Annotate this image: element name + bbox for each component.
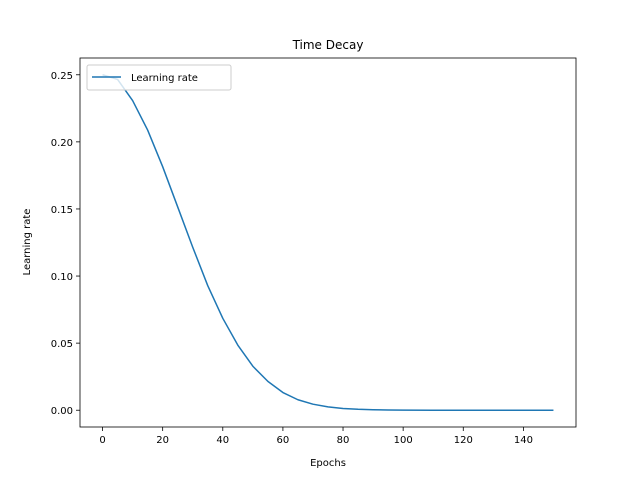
x-tick-label: 20 [156, 435, 169, 446]
x-tick-label: 120 [454, 435, 473, 446]
x-tick-label: 40 [216, 435, 229, 446]
legend-box [86, 64, 232, 91]
x-tick-label: 60 [277, 435, 290, 446]
plot-area [80, 58, 576, 427]
plot-frame [79, 57, 577, 428]
x-tick-label: 100 [394, 435, 413, 446]
y-tick-label: 0.00 [51, 406, 73, 417]
learning-rate-line [102, 74, 554, 411]
y-tick-label: 0.15 [51, 205, 73, 216]
y-tick-label: 0.05 [51, 339, 73, 350]
x-axis-label: Epochs [310, 458, 346, 469]
legend-label-learning-rate: Learning rate [131, 73, 198, 84]
y-tick-label: 0.20 [51, 138, 73, 149]
y-tick-label: 0.10 [51, 272, 73, 283]
legend: Learning rate [86, 64, 232, 91]
x-tick-label: 140 [514, 435, 533, 446]
x-tick-label: 0 [99, 435, 105, 446]
y-axis-label: Learning rate [22, 209, 33, 276]
chart-title: Time Decay [292, 38, 364, 52]
x-tick-label: 80 [337, 435, 350, 446]
axis-ticks: 0 20 40 60 80 100 120 140 0.00 0.05 0.10 0.15 0.20 0.… [51, 71, 533, 446]
y-tick-label: 0.25 [51, 71, 73, 82]
